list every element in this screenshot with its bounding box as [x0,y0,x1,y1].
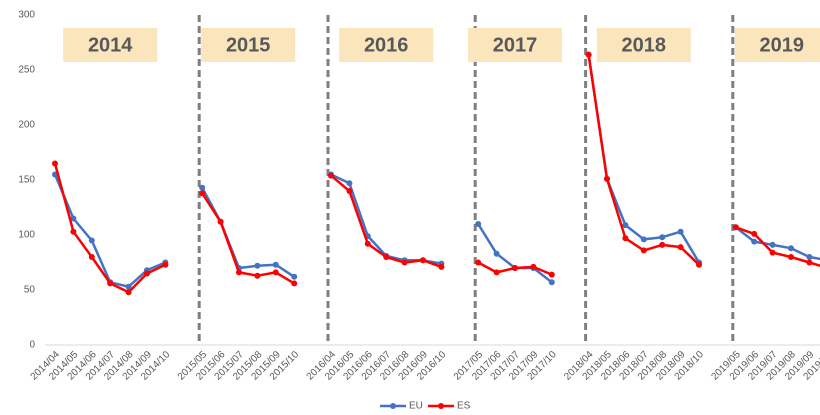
year-box [201,28,296,62]
point [530,263,537,270]
y-tick-label: 150 [18,175,35,186]
year-box [734,28,820,62]
point [346,180,353,187]
series-line [53,54,820,288]
point [107,280,114,287]
point [493,250,500,257]
point [70,215,77,222]
point [291,280,298,287]
y-tick-label: 0 [29,340,35,351]
year-label: 2016 [364,34,409,56]
point [70,228,77,235]
point [788,254,794,260]
point [236,269,242,276]
legend-label: EU [409,401,423,412]
year-label: 2017 [493,34,538,56]
point [364,240,371,247]
point [640,247,647,254]
point [548,271,555,278]
year-box [596,28,691,62]
point [199,184,206,191]
point [125,283,132,290]
year-box [468,28,562,62]
point [696,261,702,268]
point [732,224,739,231]
point [659,241,666,248]
point [420,257,426,264]
point [659,234,666,241]
series-line [53,54,820,294]
year-label: 2018 [622,34,667,56]
y-tick-label: 300 [18,10,35,21]
y-tick-label: 100 [18,230,35,241]
point [677,228,684,235]
point [254,272,261,279]
point [346,188,353,194]
legend-marker [390,403,396,409]
point [199,190,206,197]
point [769,241,776,248]
point [475,221,482,227]
year-label: 2014 [88,34,133,56]
point [475,259,482,266]
legend-marker [438,403,444,409]
point [52,160,58,167]
y-tick-label: 200 [18,120,35,131]
point [254,262,261,269]
point [291,273,298,280]
point [806,259,813,266]
point [585,51,592,58]
point [622,235,629,242]
point [125,289,132,296]
y-tick-label: 50 [24,285,36,296]
point [217,218,224,225]
point [512,265,518,271]
point [272,261,279,268]
point [751,238,758,245]
point [493,269,500,276]
point [88,254,95,260]
point [604,175,610,182]
point [548,279,555,286]
point [788,245,794,252]
year-label: 2019 [760,34,805,56]
y-tick-label: 250 [18,65,35,76]
point [162,261,169,268]
point [640,236,647,243]
year-box [339,28,434,62]
legend-label: ES [457,401,471,412]
point [769,249,776,256]
point [806,254,813,260]
point [272,269,279,276]
point [88,237,95,244]
point [401,259,408,266]
point [622,222,629,229]
point [677,244,684,251]
point [144,270,150,277]
point [438,263,445,270]
point [383,254,390,260]
point [328,172,334,179]
year-box [63,28,158,62]
year-label: 2015 [226,34,271,56]
point [751,230,758,237]
